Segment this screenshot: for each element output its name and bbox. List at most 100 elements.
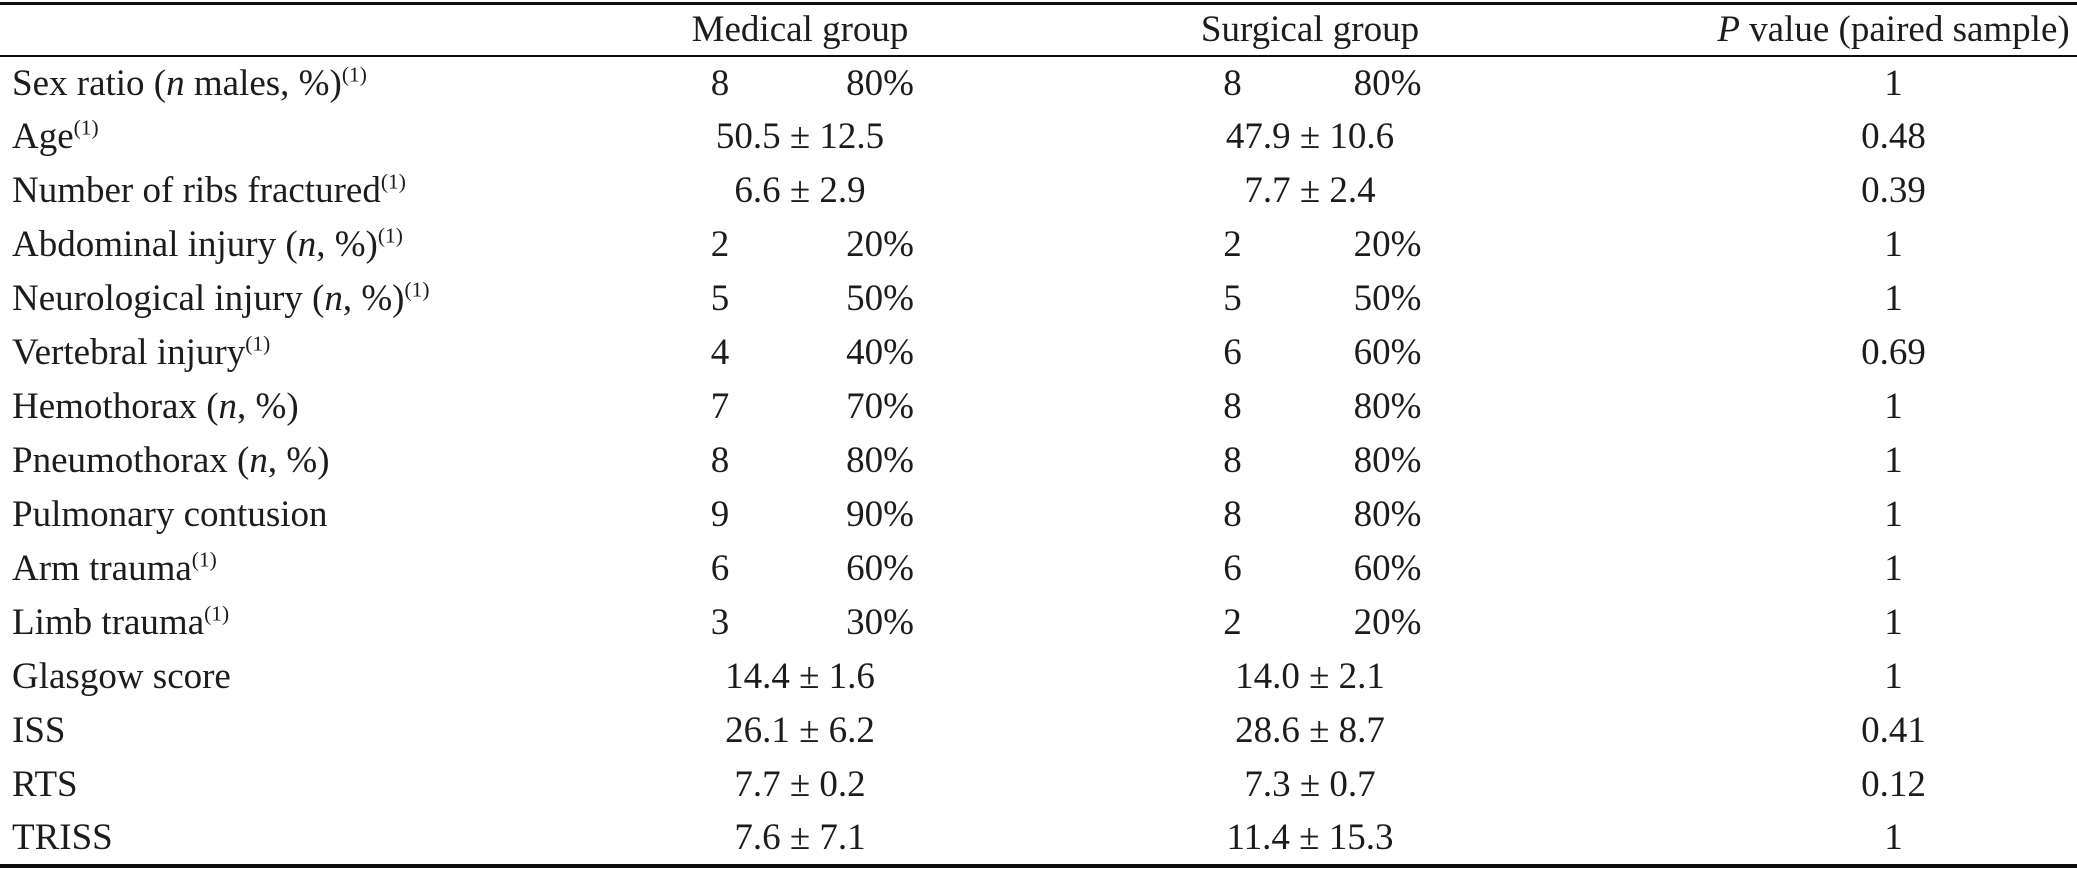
surgical-pct-limb-trauma: 20%: [1353, 602, 1422, 643]
spacer-1-pneumothorax: [960, 434, 1155, 488]
header-spacer-2: [1465, 3, 1711, 57]
spacer-2-triss: [1465, 812, 1710, 866]
spacer-2-vertebral-injury: [1465, 326, 1710, 380]
surgical-n-abdominal-injury: 2: [1223, 224, 1242, 265]
surgical-n-limb-trauma: 2: [1223, 602, 1242, 643]
surgical-value-ribs-fractured: 7.7 ± 2.4: [1244, 170, 1376, 211]
medical-value-iss: 26.1 ± 6.2: [725, 710, 875, 751]
row-label-triss: TRISS: [12, 817, 113, 858]
table-row-age: Age(1) 50.5 ± 12.5 47.9 ± 10.6 0.48: [0, 110, 2077, 164]
p-value-abdominal-injury: 1: [1884, 224, 1903, 265]
medical-value-glasgow-score: 14.4 ± 1.6: [725, 656, 875, 697]
table-row-pneumothorax: Pneumothorax (n, %) 8 80% 8 80% 1: [0, 434, 2077, 488]
row-label-abdominal-injury: Abdominal injury (n, %)(1): [12, 223, 403, 265]
table-row-triss: TRISS 7.6 ± 7.1 11.4 ± 15.3 1: [0, 812, 2077, 866]
table-row-hemothorax: Hemothorax (n, %) 7 70% 8 80% 1: [0, 380, 2077, 434]
header-p-value: P value (paired sample): [1710, 3, 2077, 57]
spacer-1-neurological-injury: [960, 272, 1155, 326]
surgical-value-glasgow-score: 14.0 ± 2.1: [1235, 656, 1385, 697]
spacer-1-rts: [960, 758, 1155, 812]
table-row-limb-trauma: Limb trauma(1) 3 30% 2 20% 1: [0, 596, 2077, 650]
spacer-2-rts: [1465, 758, 1710, 812]
spacer-2-glasgow-score: [1465, 650, 1710, 704]
surgical-value-iss: 28.6 ± 8.7: [1235, 710, 1385, 751]
surgical-pct-neurological-injury: 50%: [1353, 278, 1422, 319]
medical-pct-pulmonary-contusion: 90%: [846, 494, 914, 535]
surgical-value-rts: 7.3 ± 0.7: [1244, 764, 1376, 805]
medical-pct-sex-ratio: 80%: [846, 62, 914, 104]
table-row-rts: RTS 7.7 ± 0.2 7.3 ± 0.7 0.12: [0, 758, 2077, 812]
spacer-2-pulmonary-contusion: [1465, 488, 1710, 542]
spacer-2-age: [1465, 110, 1710, 164]
medical-n-vertebral-injury: 4: [710, 332, 730, 373]
medical-pct-abdominal-injury: 20%: [846, 224, 914, 265]
spacer-1-vertebral-injury: [960, 326, 1155, 380]
surgical-pct-pneumothorax: 80%: [1353, 440, 1422, 481]
header-surgical-group: Surgical group: [1155, 3, 1466, 57]
header-stub: [0, 3, 640, 57]
row-label-iss: ISS: [12, 710, 66, 751]
spacer-1-arm-trauma: [960, 542, 1155, 596]
table-row-sex-ratio: Sex ratio (n males, %)(1) 8 80% 8 80% 1: [0, 56, 2077, 110]
spacer-2-arm-trauma: [1465, 542, 1710, 596]
surgical-n-hemothorax: 8: [1223, 386, 1242, 427]
medical-n-neurological-injury: 5: [710, 278, 730, 319]
row-label-age: Age(1): [12, 115, 99, 157]
medical-value-ribs-fractured: 6.6 ± 2.9: [734, 170, 866, 211]
table-row-vertebral-injury: Vertebral injury(1) 4 40% 6 60% 0.69: [0, 326, 2077, 380]
p-value-triss: 1: [1884, 817, 1903, 858]
header-medical-group: Medical group: [640, 3, 961, 57]
spacer-2-hemothorax: [1465, 380, 1710, 434]
spacer-2-ribs-fractured: [1465, 164, 1710, 218]
medical-pct-pneumothorax: 80%: [846, 440, 914, 481]
surgical-pct-pulmonary-contusion: 80%: [1353, 494, 1422, 535]
surgical-pct-abdominal-injury: 20%: [1353, 224, 1422, 265]
p-value-pulmonary-contusion: 1: [1884, 494, 1903, 535]
surgical-pct-arm-trauma: 60%: [1353, 548, 1422, 589]
row-label-limb-trauma: Limb trauma(1): [12, 601, 230, 643]
row-label-hemothorax: Hemothorax (n, %): [12, 386, 299, 427]
surgical-n-pulmonary-contusion: 8: [1223, 494, 1242, 535]
medical-n-pneumothorax: 8: [710, 440, 730, 481]
spacer-1-iss: [960, 704, 1155, 758]
medical-n-abdominal-injury: 2: [710, 224, 730, 265]
spacer-2-sex-ratio: [1465, 56, 1710, 110]
spacer-2-neurological-injury: [1465, 272, 1710, 326]
medical-n-sex-ratio: 8: [710, 62, 730, 104]
row-label-vertebral-injury: Vertebral injury(1): [12, 331, 271, 373]
medical-value-age: 50.5 ± 12.5: [715, 116, 885, 157]
row-label-rts: RTS: [12, 764, 78, 805]
spacer-2-limb-trauma: [1465, 596, 1710, 650]
medical-pct-neurological-injury: 50%: [846, 278, 914, 319]
table-row-arm-trauma: Arm trauma(1) 6 60% 6 60% 1: [0, 542, 2077, 596]
surgical-pct-sex-ratio: 80%: [1353, 62, 1422, 104]
p-value-sex-ratio: 1: [1884, 62, 1903, 104]
medical-n-pulmonary-contusion: 9: [710, 494, 730, 535]
surgical-value-triss: 11.4 ± 15.3: [1226, 817, 1394, 858]
p-value-ribs-fractured: 0.39: [1861, 170, 1926, 211]
header-row: Medical group Surgical group P value (pa…: [0, 3, 2077, 57]
surgical-pct-hemothorax: 80%: [1353, 386, 1422, 427]
table-row-glasgow-score: Glasgow score 14.4 ± 1.6 14.0 ± 2.1 1: [0, 650, 2077, 704]
surgical-n-pneumothorax: 8: [1223, 440, 1242, 481]
table-row-abdominal-injury: Abdominal injury (n, %)(1) 2 20% 2 20% 1: [0, 218, 2077, 272]
medical-pct-vertebral-injury: 40%: [846, 332, 914, 373]
medical-value-triss: 7.6 ± 7.1: [734, 817, 866, 858]
row-label-glasgow-score: Glasgow score: [12, 656, 231, 697]
spacer-1-pulmonary-contusion: [960, 488, 1155, 542]
medical-n-limb-trauma: 3: [710, 602, 730, 643]
p-value-rts: 0.12: [1861, 764, 1926, 805]
medical-pct-hemothorax: 70%: [846, 386, 914, 427]
spacer-1-hemothorax: [960, 380, 1155, 434]
p-value-neurological-injury: 1: [1884, 278, 1903, 319]
table-row-neurological-injury: Neurological injury (n, %)(1) 5 50% 5 50% 1: [0, 272, 2077, 326]
table-body: Sex ratio (n males, %)(1) 8 80% 8 80% 1 Age(1)…: [0, 56, 2077, 866]
surgical-n-sex-ratio: 8: [1223, 62, 1242, 104]
spacer-1-ribs-fractured: [960, 164, 1155, 218]
spacer-1-abdominal-injury: [960, 218, 1155, 272]
medical-pct-arm-trauma: 60%: [846, 548, 914, 589]
header-spacer-1: [960, 3, 1156, 57]
table-row-pulmonary-contusion: Pulmonary contusion 9 90% 8 80% 1: [0, 488, 2077, 542]
